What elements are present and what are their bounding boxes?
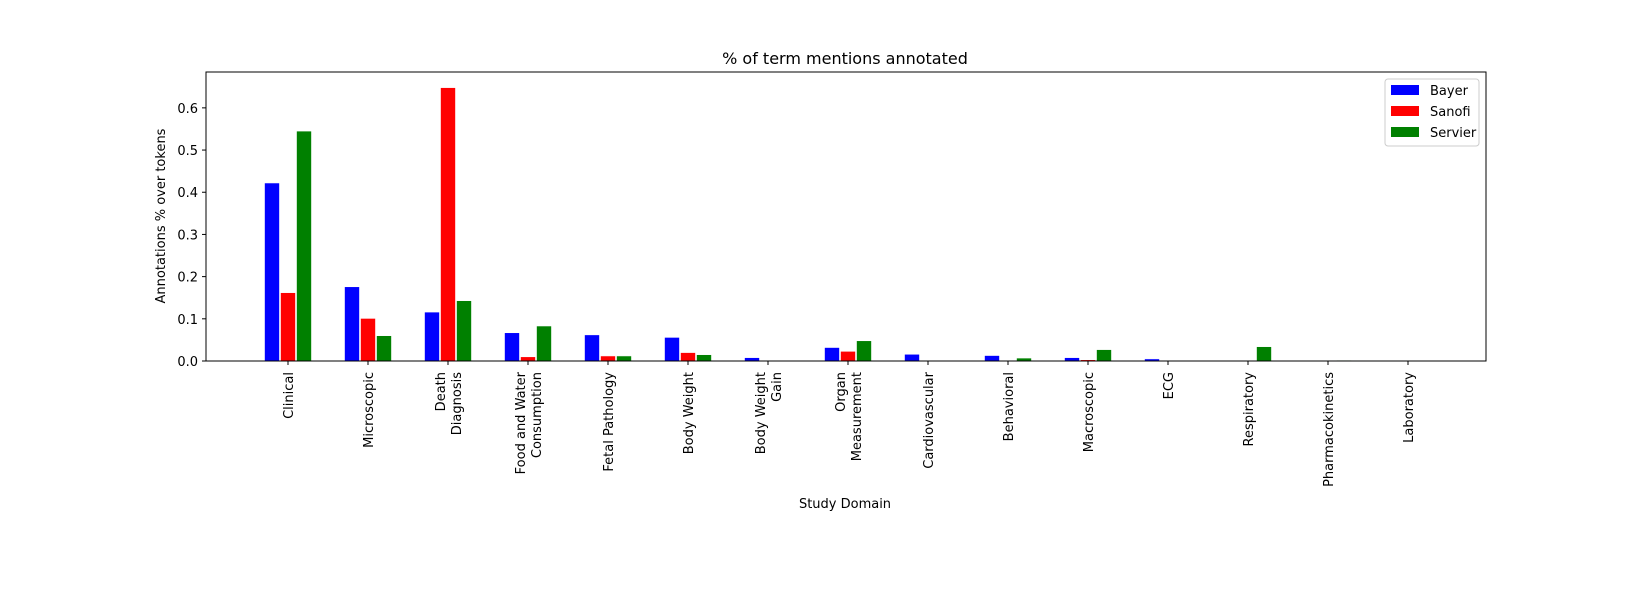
x-axis-label: Study Domain: [799, 497, 891, 512]
x-tick-label: Laboratory: [1402, 372, 1417, 443]
x-tick-label: Measurement: [850, 372, 865, 461]
x-tick-label: Diagnosis: [450, 372, 465, 435]
x-tick-label: Food and Water: [514, 371, 529, 474]
x-tick-label: Body Weight: [682, 372, 697, 454]
x-tick-label: Pharmacokinetics: [1322, 372, 1337, 487]
y-tick-label: 0.2: [177, 271, 198, 286]
bar-bayer-8: [904, 353, 920, 362]
y-tick-label: 0.1: [177, 313, 198, 328]
bar-servier-5: [696, 354, 712, 362]
x-tick-label: Consumption: [530, 372, 545, 458]
bar-sanofi-1: [360, 318, 376, 362]
bar-bayer-6: [744, 357, 760, 362]
bar-sanofi-0: [280, 292, 296, 362]
bar-bayer-3: [504, 332, 520, 362]
legend-swatch-sanofi: [1391, 106, 1419, 116]
legend: Bayer Sanofi Servier: [1384, 78, 1480, 147]
x-tick-label: Respiratory: [1242, 372, 1257, 447]
legend-swatch-servier: [1391, 127, 1419, 137]
x-tick-label: Death: [434, 372, 449, 411]
x-tick-label: Cardiovascular: [922, 371, 937, 468]
x-tick-label: Body Weight: [754, 372, 769, 454]
y-tick-label: 0.5: [177, 144, 198, 159]
bars-group: [264, 87, 1352, 362]
bar-sanofi-5: [680, 352, 696, 362]
y-tick-label: 0.0: [177, 355, 198, 370]
bar-servier-12: [1256, 346, 1272, 362]
x-tick-label: Gain: [770, 372, 785, 402]
bar-bayer-1: [344, 286, 360, 362]
x-tick-label: Fetal Pathology: [602, 372, 617, 472]
y-axis: 0.0 0.1 0.2 0.3 0.4 0.5 0.6: [177, 102, 206, 370]
bar-servier-7: [856, 340, 872, 362]
x-tick-label: Macroscopic: [1082, 372, 1097, 452]
bar-bayer-7: [824, 347, 840, 362]
bar-bayer-0: [264, 182, 280, 362]
bar-servier-4: [616, 355, 632, 362]
x-tick-label: Microscopic: [362, 372, 377, 448]
bar-sanofi-3: [520, 356, 536, 362]
y-tick-label: 0.3: [177, 228, 198, 243]
bar-bayer-4: [584, 334, 600, 362]
bar-servier-0: [296, 130, 312, 362]
bar-servier-10: [1096, 349, 1112, 362]
y-tick-label: 0.6: [177, 102, 198, 117]
axes-frame: [205, 71, 1487, 362]
legend-swatch-bayer: [1391, 85, 1419, 95]
x-tick-label: Clinical: [282, 372, 297, 419]
bar-bayer-5: [664, 337, 680, 362]
bar-servier-3: [536, 325, 552, 362]
legend-label-bayer: Bayer: [1430, 84, 1469, 99]
bar-bayer-2: [424, 311, 440, 362]
bar-sanofi-2: [440, 87, 456, 362]
bar-sanofi-7: [840, 350, 856, 362]
bar-servier-1: [376, 335, 392, 362]
x-axis: Clinical Microscopic Death Diagnosis Food an…: [282, 361, 1417, 487]
x-tick-label: ECG: [1162, 372, 1177, 399]
bar-servier-2: [456, 300, 472, 362]
legend-label-servier: Servier: [1430, 126, 1477, 141]
y-axis-label: Annotations % over tokens: [154, 128, 169, 303]
bar-sanofi-4: [600, 355, 616, 362]
bar-bayer-9: [984, 355, 1000, 362]
bar-bayer-10: [1064, 357, 1080, 362]
chart-title: % of term mentions annotated: [722, 49, 968, 68]
x-tick-label: Behavioral: [1002, 372, 1017, 441]
y-tick-label: 0.4: [177, 186, 198, 201]
legend-label-sanofi: Sanofi: [1430, 105, 1471, 120]
x-tick-label: Organ: [834, 372, 849, 412]
